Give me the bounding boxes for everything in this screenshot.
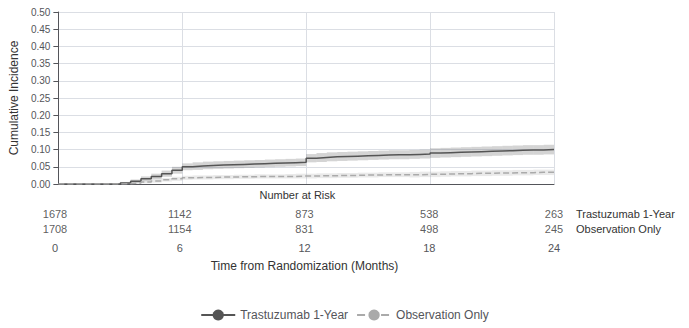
svg-text:245: 245 xyxy=(545,223,563,235)
svg-text:0.45: 0.45 xyxy=(31,24,51,35)
svg-text:Number at Risk: Number at Risk xyxy=(260,189,336,201)
svg-text:Observation Only: Observation Only xyxy=(396,308,489,322)
svg-text:Trastuzumab 1-Year: Trastuzumab 1-Year xyxy=(240,308,348,322)
svg-text:0.10: 0.10 xyxy=(31,144,51,155)
svg-text:263: 263 xyxy=(545,208,563,220)
svg-text:0.00: 0.00 xyxy=(31,179,51,190)
svg-text:1708: 1708 xyxy=(43,223,67,235)
svg-text:0.30: 0.30 xyxy=(31,75,51,86)
svg-text:831: 831 xyxy=(295,223,313,235)
svg-text:0.35: 0.35 xyxy=(31,58,51,69)
svg-text:0.20: 0.20 xyxy=(31,110,51,121)
svg-text:0: 0 xyxy=(52,242,58,254)
svg-text:Cumulative Incidence: Cumulative Incidence xyxy=(7,40,21,155)
svg-text:Trastuzumab 1-Year: Trastuzumab 1-Year xyxy=(576,208,675,220)
svg-text:1154: 1154 xyxy=(168,223,192,235)
svg-text:0.50: 0.50 xyxy=(31,7,51,18)
svg-text:12: 12 xyxy=(298,242,310,254)
svg-text:873: 873 xyxy=(295,208,313,220)
svg-text:498: 498 xyxy=(420,223,438,235)
svg-text:1678: 1678 xyxy=(43,208,67,220)
svg-text:24: 24 xyxy=(548,242,560,254)
svg-text:6: 6 xyxy=(177,242,183,254)
svg-text:1142: 1142 xyxy=(168,208,192,220)
svg-text:0.25: 0.25 xyxy=(31,93,51,104)
svg-text:0.40: 0.40 xyxy=(31,41,51,52)
svg-text:Observation Only: Observation Only xyxy=(576,223,661,235)
svg-text:Time from Randomization (Month: Time from Randomization (Months) xyxy=(211,259,399,273)
svg-text:538: 538 xyxy=(420,208,438,220)
svg-text:18: 18 xyxy=(423,242,435,254)
svg-text:0.05: 0.05 xyxy=(31,161,51,172)
svg-text:0.15: 0.15 xyxy=(31,127,51,138)
